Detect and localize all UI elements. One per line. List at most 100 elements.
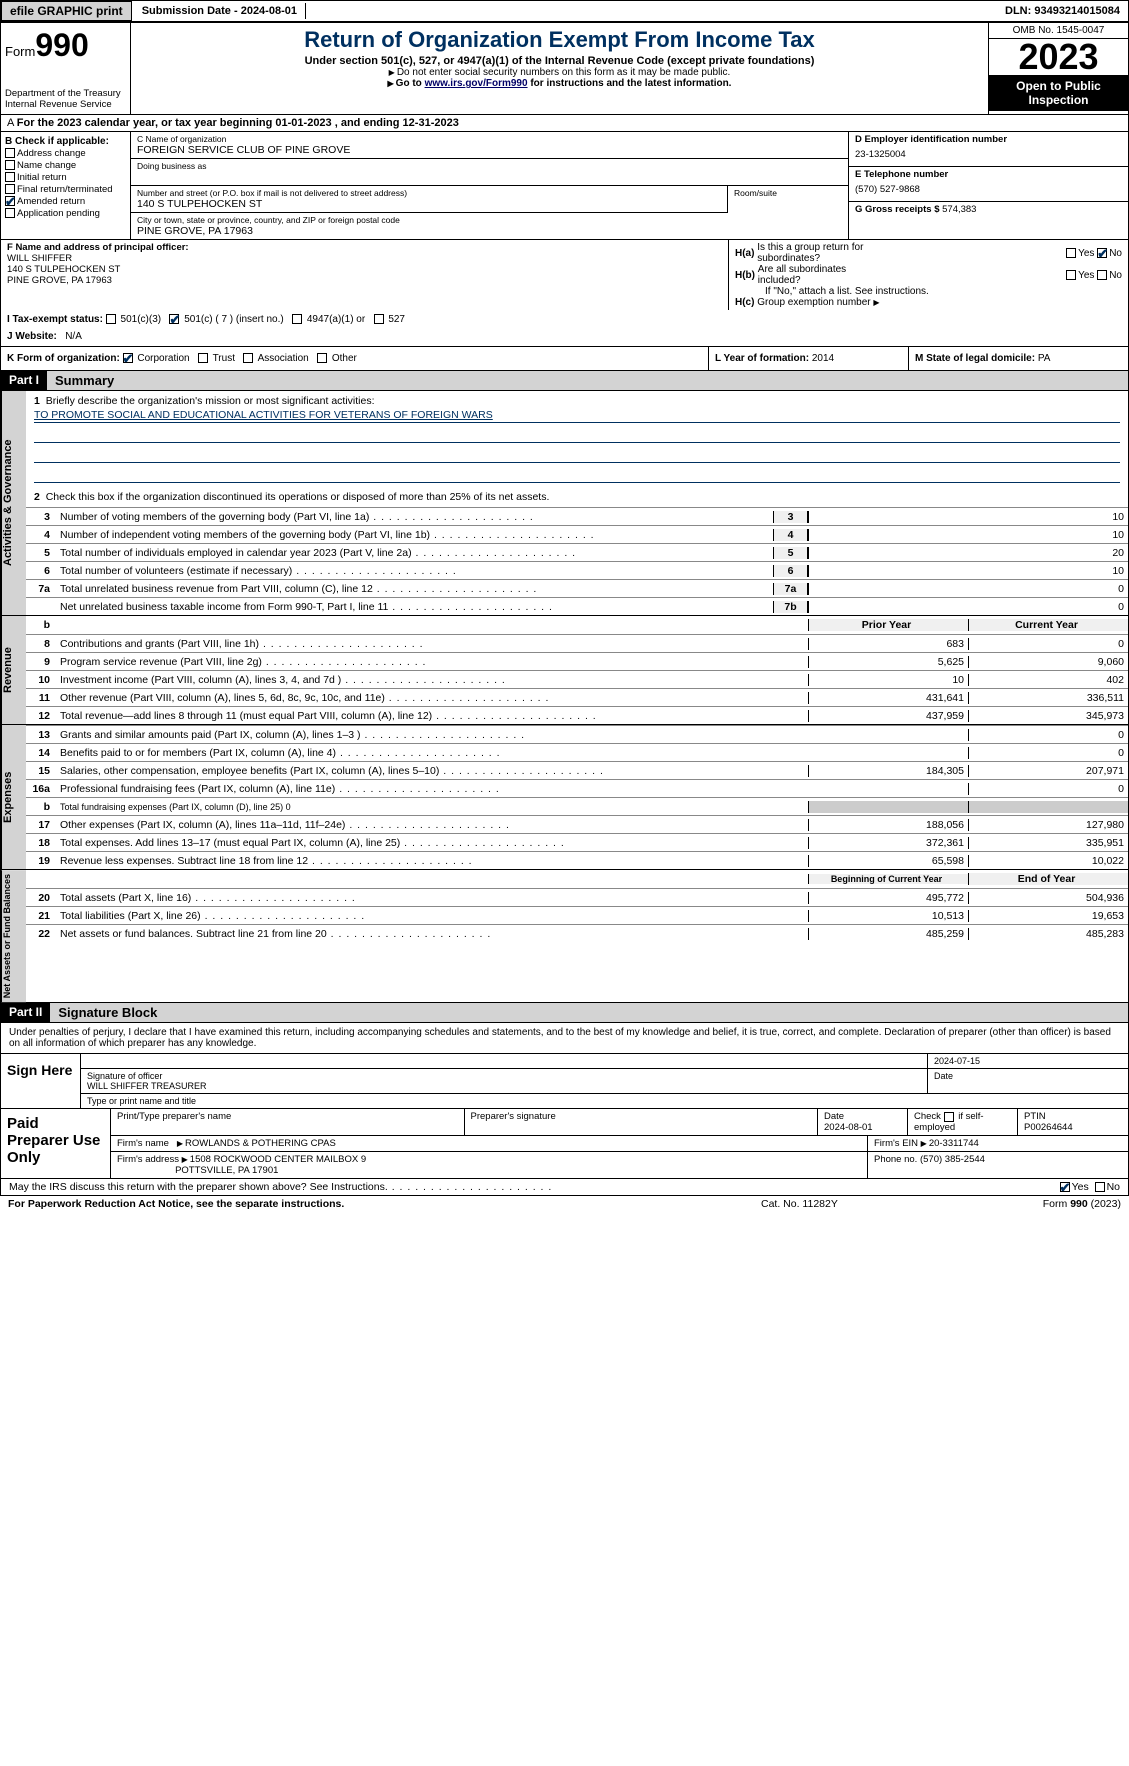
col-c-org-info: C Name of organization FOREIGN SERVICE C… bbox=[131, 132, 848, 239]
part2-title: Signature Block bbox=[50, 1003, 1128, 1022]
activities-governance-section: Activities & Governance 1 Briefly descri… bbox=[0, 391, 1129, 616]
line-9: 9Program service revenue (Part VIII, lin… bbox=[26, 652, 1128, 670]
b-checkbox-3[interactable]: Final return/terminated bbox=[5, 184, 126, 195]
k-other-checkbox[interactable] bbox=[317, 353, 327, 363]
f-label: F Name and address of principal officer: bbox=[7, 242, 722, 253]
sig-date: 2024-07-15 bbox=[928, 1054, 1128, 1068]
date-label: Date bbox=[928, 1069, 1128, 1093]
k-assoc-checkbox[interactable] bbox=[243, 353, 253, 363]
discuss-yes-checkbox[interactable] bbox=[1060, 1182, 1070, 1192]
summary-line-7b: Net unrelated business taxable income fr… bbox=[26, 597, 1128, 615]
b-checkbox-1[interactable]: Name change bbox=[5, 160, 126, 171]
row-ij: I Tax-exempt status: 501(c)(3) 501(c) ( … bbox=[0, 310, 1129, 347]
line-18: 18Total expenses. Add lines 13–17 (must … bbox=[26, 833, 1128, 851]
section-bcdeg: B Check if applicable: Address changeNam… bbox=[0, 132, 1129, 239]
summary-line-6: 6Total number of volunteers (estimate if… bbox=[26, 561, 1128, 579]
prep-date: 2024-08-01 bbox=[824, 1122, 873, 1133]
b-checkbox-4[interactable]: Amended return bbox=[5, 196, 126, 207]
vtab-expenses: Expenses bbox=[1, 725, 26, 869]
firm-name: ROWLANDS & POTHERING CPAS bbox=[185, 1138, 336, 1149]
self-employed: Check if self-employed bbox=[908, 1109, 1018, 1135]
row-klm: K Form of organization: Corporation Trus… bbox=[0, 347, 1129, 371]
form-footer: Form 990 (2023) bbox=[941, 1198, 1121, 1210]
line-8: 8Contributions and grants (Part VIII, li… bbox=[26, 634, 1128, 652]
i-501c-checkbox[interactable] bbox=[169, 314, 179, 324]
i-4947-checkbox[interactable] bbox=[292, 314, 302, 324]
line-19: 19Revenue less expenses. Subtract line 1… bbox=[26, 851, 1128, 869]
prep-name-label: Print/Type preparer's name bbox=[111, 1109, 465, 1135]
m-label: M State of legal domicile: bbox=[915, 353, 1035, 364]
vtab-netassets: Net Assets or Fund Balances bbox=[1, 870, 26, 1002]
g-gross-label: G Gross receipts $ bbox=[855, 204, 939, 215]
row-a-tax-year: A For the 2023 calendar year, or tax yea… bbox=[0, 115, 1129, 132]
colhdr-current: Current Year bbox=[968, 619, 1128, 631]
subtitle-2: Do not enter social security numbers on … bbox=[137, 67, 982, 78]
discuss-no-checkbox[interactable] bbox=[1095, 1182, 1105, 1192]
j-label: J Website: bbox=[7, 331, 57, 342]
hb-note: If "No," attach a list. See instructions… bbox=[735, 286, 1122, 297]
b-checkbox-5[interactable]: Application pending bbox=[5, 208, 126, 219]
q2-text: Check this box if the organization disco… bbox=[46, 491, 550, 503]
form-title: Return of Organization Exempt From Incom… bbox=[137, 27, 982, 53]
k-trust-checkbox[interactable] bbox=[198, 353, 208, 363]
firm-ein: 20-3311744 bbox=[929, 1138, 979, 1149]
line-b: bTotal fundraising expenses (Part IX, co… bbox=[26, 797, 1128, 815]
efile-print-button[interactable]: efile GRAPHIC print bbox=[1, 1, 132, 21]
c-city-label: City or town, state or province, country… bbox=[137, 215, 842, 225]
open-to-public: Open to Public Inspection bbox=[989, 75, 1128, 111]
col-b-checkboxes: B Check if applicable: Address changeNam… bbox=[1, 132, 131, 239]
i-label: I Tax-exempt status: bbox=[7, 314, 103, 325]
c-addr-value: 140 S TULPEHOCKEN ST bbox=[137, 198, 721, 210]
c-addr-label: Number and street (or P.O. box if mail i… bbox=[137, 188, 721, 198]
k-label: K Form of organization: bbox=[7, 353, 120, 364]
e-tel-value: (570) 527-9868 bbox=[855, 180, 1122, 199]
b-checkbox-0[interactable]: Address change bbox=[5, 148, 126, 159]
b-checkbox-2[interactable]: Initial return bbox=[5, 172, 126, 183]
ha-no-checkbox[interactable] bbox=[1097, 248, 1107, 258]
netassets-section: Net Assets or Fund Balances Beginning of… bbox=[0, 870, 1129, 1003]
self-employed-checkbox[interactable] bbox=[944, 1112, 954, 1122]
d-ein-value: 23-1325004 bbox=[855, 145, 1122, 164]
page-footer: For Paperwork Reduction Act Notice, see … bbox=[0, 1196, 1129, 1212]
sig-name-title: WILL SHIFFER TREASURER bbox=[87, 1081, 207, 1091]
b-header: B Check if applicable: bbox=[5, 136, 126, 147]
d-ein-label: D Employer identification number bbox=[855, 134, 1122, 145]
summary-line-5: 5Total number of individuals employed in… bbox=[26, 543, 1128, 561]
prep-sig-label: Preparer's signature bbox=[465, 1109, 819, 1135]
colhdr-prior: Prior Year bbox=[808, 619, 968, 631]
penalty-statement: Under penalties of perjury, I declare th… bbox=[1, 1023, 1128, 1054]
line-16a: 16aProfessional fundraising fees (Part I… bbox=[26, 779, 1128, 797]
f-name: WILL SHIFFER bbox=[7, 253, 722, 264]
mission-text: TO PROMOTE SOCIAL AND EDUCATIONAL ACTIVI… bbox=[34, 409, 1120, 423]
subtitle-1: Under section 501(c), 527, or 4947(a)(1)… bbox=[137, 55, 982, 67]
sign-here-label: Sign Here bbox=[1, 1054, 81, 1108]
hc-question: Group exemption number bbox=[757, 297, 870, 308]
k-corp-checkbox[interactable] bbox=[123, 353, 133, 363]
irs-link[interactable]: www.irs.gov/Form990 bbox=[425, 78, 528, 89]
hb-yes-checkbox[interactable] bbox=[1066, 270, 1076, 280]
i-527-checkbox[interactable] bbox=[374, 314, 384, 324]
hc-label: H(c) bbox=[735, 297, 754, 308]
line-10: 10Investment income (Part VIII, column (… bbox=[26, 670, 1128, 688]
dept-treasury: Department of the Treasury Internal Reve… bbox=[5, 88, 126, 110]
dln: DLN: 93493214015084 bbox=[997, 3, 1128, 19]
firm-addr2: POTTSVILLE, PA 17901 bbox=[175, 1165, 278, 1176]
form-number: Form990 bbox=[5, 27, 126, 64]
hb-no-checkbox[interactable] bbox=[1097, 270, 1107, 280]
c-name-value: FOREIGN SERVICE CLUB OF PINE GROVE bbox=[137, 144, 842, 156]
ha-label: H(a) bbox=[735, 248, 754, 259]
ha-yes-checkbox[interactable] bbox=[1066, 248, 1076, 258]
line-20: 20Total assets (Part X, line 16)495,7725… bbox=[26, 888, 1128, 906]
line-12: 12Total revenue—add lines 8 through 11 (… bbox=[26, 706, 1128, 724]
part1-title: Summary bbox=[47, 371, 1128, 390]
c-name-label: C Name of organization bbox=[137, 134, 842, 144]
i-501c3-checkbox[interactable] bbox=[106, 314, 116, 324]
line-13: 13Grants and similar amounts paid (Part … bbox=[26, 725, 1128, 743]
firm-phone: (570) 385-2544 bbox=[920, 1154, 985, 1165]
firm-addr1: 1508 ROCKWOOD CENTER MAILBOX 9 bbox=[190, 1154, 366, 1165]
ptin-value: P00264644 bbox=[1024, 1122, 1073, 1133]
line-22: 22Net assets or fund balances. Subtract … bbox=[26, 924, 1128, 942]
line-21: 21Total liabilities (Part X, line 26)10,… bbox=[26, 906, 1128, 924]
l-label: L Year of formation: bbox=[715, 353, 809, 364]
line-15: 15Salaries, other compensation, employee… bbox=[26, 761, 1128, 779]
